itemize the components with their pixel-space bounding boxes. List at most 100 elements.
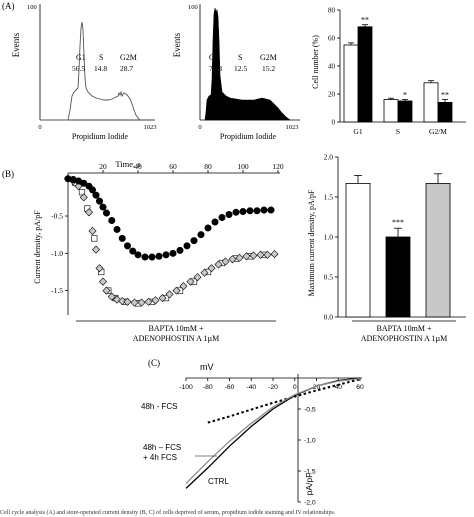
time-point-circle [176,246,184,254]
panel-a-svg: (A) Events 100 0 1023 Propidium Iodide G… [2,1,466,141]
time-point-diamond [137,298,146,307]
time-xlabel: Time, s [115,159,140,169]
max-current-bar [425,183,451,318]
max-current-treatment-line1: BAPTA 10mM + [377,324,432,333]
hist2-s-value: 12.5 [234,64,247,73]
hist2-xmax: 1023 [286,124,299,131]
iv-yticks: -0,5 -1,0 -1,5 -2,0 [298,407,316,507]
time-point-diamond [130,298,139,307]
time-point-diamond [256,250,265,259]
panel-c-label: (C) [148,358,160,368]
iv-xtick-label: 60 [356,384,364,391]
cell-number-bar [357,26,373,123]
time-point-diamond [84,208,94,217]
time-point-circle [141,253,149,261]
cell-number-ytick-label: 80 [328,7,336,15]
max-current-ytick-label: 2.0 [324,153,334,162]
time-point-circle [113,225,121,233]
figure-caption: Cell cycle analysis (A) and store-operat… [0,510,336,516]
time-point-circle [183,242,191,250]
iv-ylabel: pA/pF [304,473,314,496]
max-current-ytick-label: 1.0 [324,233,334,242]
time-point-circle [134,251,142,259]
time-xticks: 20 40 60 80 100 120 [99,162,284,173]
time-point-diamond [144,297,153,306]
time-point-circle [108,217,116,225]
time-point-diamond [235,253,244,262]
hist2-g1-label: G1 [209,53,219,62]
panel-c-svg: (C) mV pA/pF -100 -80 -60 -40 -20 0 20 40 60 -0,… [141,358,364,507]
time-point-diamond [186,277,195,286]
cell-number-significance: ** [441,91,449,100]
time-point-circle [89,186,97,194]
iv-ytick-label: -1,5 [304,469,316,476]
max-current-ytick-label: 1.5 [324,193,334,202]
time-point-diamond [79,193,88,202]
time-ytick-label: -1.5 [51,286,63,295]
iv-xtick-label: -60 [225,384,235,391]
time-point-diamond [221,257,230,266]
time-point-circle [92,191,100,199]
hist2-s-label: S [238,53,242,62]
iv-xlabel: mV [200,362,214,372]
max-current-significance: *** [392,218,404,227]
cell-number-ytick-label: 40 [328,63,336,71]
hist2-xlabel: Propidium Iodide [220,132,277,141]
time-points [63,174,279,307]
hist1-g2m-label: G2M [120,53,137,62]
time-point-diamond [98,277,108,286]
time-point-square [78,189,86,196]
iv-legend-48h-fcs-4h-line2: + 4h FCS [143,453,177,462]
max-current-yticks: 0.0 0.5 1.0 1.5 2.0 [324,153,338,322]
cell-number-bar [343,44,359,123]
time-point-circle [162,251,170,259]
iv-xtick-label: -100 [179,384,193,391]
time-point-diamond [158,294,167,303]
iv-legend-ctrl: CTRL [208,477,229,486]
hist2-ylabel: Events [172,32,182,57]
histogram-2: Events 100 0 1023 Propidium Iodide G1 S … [172,4,300,141]
hist1-g1-label: G1 [76,53,86,62]
max-current-bar [345,183,371,318]
hist1-trace [40,21,141,121]
time-yticks: -0.5 -1.0 -1.5 [51,212,68,295]
time-point-circle [96,197,104,205]
time-point-diamond [179,282,188,291]
cell-number-xtick-label: G2/M [429,127,447,136]
time-point-diamond [112,295,122,304]
time-ytick-label: -0.5 [51,212,63,221]
time-point-circle [80,179,88,187]
time-point-circle [99,203,107,211]
time-xtick-label: 100 [237,162,249,171]
panel-a-label: (A) [2,1,15,11]
current-time-chart: Time, s Current density, pA/pF 20 40 60 80 1… [33,159,284,343]
panel-b-svg: (B) Time, s Current density, pA/pF 20 40 6… [2,153,466,343]
cell-number-ytick-label: 60 [328,35,336,43]
panel-a: (A) Events 100 0 1023 Propidium Iodide G… [0,0,474,145]
cell-number-ylabel: Cell number (%) [311,35,320,89]
time-xtick-label: 40 [134,162,142,171]
iv-xtick-label: 20 [313,384,321,391]
iv-series-line [207,378,361,424]
time-point-diamond [91,245,101,254]
hist2-xmin: 0 [198,124,201,131]
hist1-g2m-value: 28.7 [120,64,133,73]
time-xtick-label: 20 [99,162,107,171]
cell-number-significance: ** [361,16,369,25]
time-point-diamond [263,250,272,259]
iv-legend-48h-fcs-4h-line1: 48h – FCS [143,443,181,452]
iv-xtick-label: 40 [334,384,342,391]
hist1-xmin: 0 [38,124,41,131]
time-point-diamond [249,251,258,260]
iv-xtick-label: -40 [246,384,256,391]
hist2-g2m-label: G2M [260,53,277,62]
panel-b: (B) Time, s Current density, pA/pF 20 40 6… [0,145,474,345]
time-point-diamond [207,264,216,273]
cell-number-yticks: 0 20 40 60 80 [328,7,340,127]
time-point-circle [103,209,111,217]
time-point-diamond [118,297,127,306]
max-current-chart: Maximum current density, pA/pF 0.0 0.5 1.0… [307,153,466,343]
time-point-circle [225,211,233,219]
hist2-g2m-value: 15.2 [262,64,275,73]
